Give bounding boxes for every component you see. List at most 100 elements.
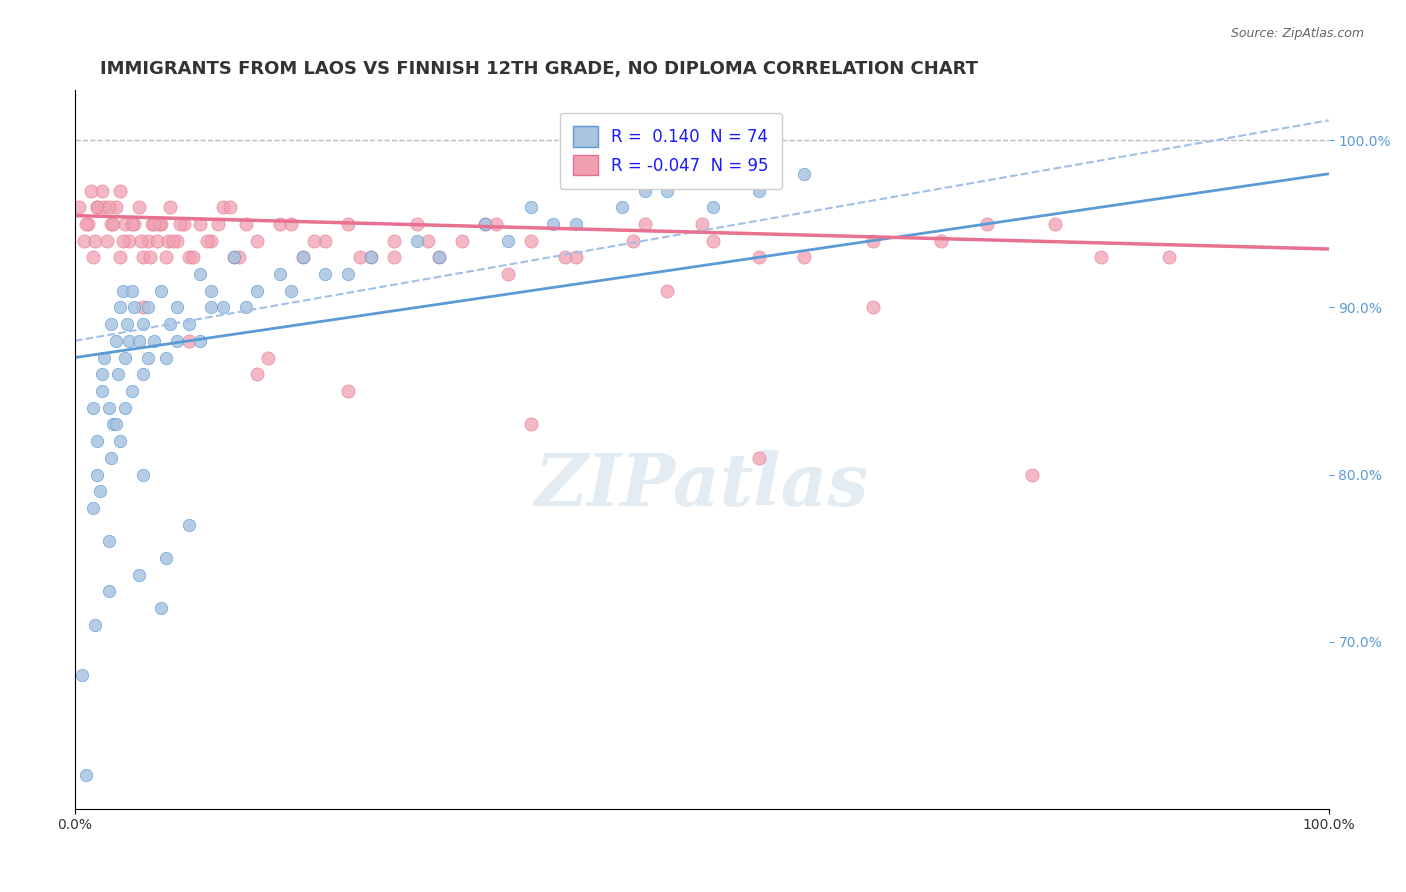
Point: [155, 250, 177, 264]
Point: [246, 368, 269, 382]
Point: [621, 234, 644, 248]
Point: [382, 234, 405, 248]
Point: [337, 217, 360, 231]
Point: [75, 768, 97, 782]
Point: [177, 250, 200, 264]
Point: [110, 434, 132, 449]
Point: [793, 250, 815, 264]
Point: [143, 334, 166, 348]
Point: [269, 267, 291, 281]
Point: [136, 234, 159, 248]
Point: [97, 200, 120, 214]
Point: [136, 301, 159, 315]
Point: [485, 217, 508, 231]
Text: ZIPatlas: ZIPatlas: [534, 450, 869, 521]
Point: [86, 200, 108, 214]
Point: [188, 217, 211, 231]
Point: [280, 217, 302, 231]
Point: [93, 351, 115, 365]
Point: [246, 284, 269, 298]
Point: [543, 217, 565, 231]
Point: [228, 250, 250, 264]
Point: [519, 234, 541, 248]
Point: [246, 234, 269, 248]
Point: [128, 200, 150, 214]
Point: [565, 250, 588, 264]
Point: [188, 334, 211, 348]
Point: [103, 417, 125, 432]
Point: [104, 334, 127, 348]
Point: [1043, 217, 1066, 231]
Point: [212, 301, 235, 315]
Point: [77, 217, 100, 231]
Point: [200, 234, 222, 248]
Point: [224, 250, 246, 264]
Point: [976, 217, 998, 231]
Point: [634, 217, 657, 231]
Point: [291, 250, 314, 264]
Point: [104, 200, 127, 214]
Point: [496, 234, 519, 248]
Point: [565, 217, 588, 231]
Point: [103, 217, 125, 231]
Point: [496, 267, 519, 281]
Point: [111, 234, 134, 248]
Point: [128, 334, 150, 348]
Point: [141, 217, 163, 231]
Point: [169, 217, 191, 231]
Point: [114, 217, 136, 231]
Point: [73, 234, 96, 248]
Point: [195, 234, 218, 248]
Point: [110, 184, 132, 198]
Point: [114, 401, 136, 415]
Point: [115, 317, 138, 331]
Point: [474, 217, 496, 231]
Point: [79, 184, 101, 198]
Point: [107, 368, 129, 382]
Point: [155, 551, 177, 566]
Point: [70, 668, 93, 682]
Point: [405, 217, 427, 231]
Point: [91, 184, 114, 198]
Point: [100, 217, 122, 231]
Point: [862, 234, 884, 248]
Point: [429, 250, 451, 264]
Point: [100, 450, 122, 465]
Point: [337, 267, 360, 281]
Point: [148, 217, 170, 231]
Point: [96, 234, 118, 248]
Point: [91, 368, 114, 382]
Point: [360, 250, 382, 264]
Point: [862, 301, 884, 315]
Point: [97, 584, 120, 599]
Point: [159, 317, 181, 331]
Point: [257, 351, 280, 365]
Point: [162, 234, 184, 248]
Point: [82, 500, 104, 515]
Point: [128, 567, 150, 582]
Point: [93, 200, 115, 214]
Point: [200, 284, 222, 298]
Point: [451, 234, 474, 248]
Point: [75, 217, 97, 231]
Point: [349, 250, 371, 264]
Point: [212, 200, 235, 214]
Point: [181, 250, 204, 264]
Point: [121, 217, 143, 231]
Point: [139, 250, 162, 264]
Point: [82, 250, 104, 264]
Point: [291, 250, 314, 264]
Point: [114, 351, 136, 365]
Point: [269, 217, 291, 231]
Point: [89, 484, 111, 499]
Point: [200, 301, 222, 315]
Point: [382, 250, 405, 264]
Point: [218, 200, 240, 214]
Point: [166, 334, 188, 348]
Point: [91, 384, 114, 398]
Point: [132, 467, 155, 482]
Point: [519, 200, 541, 214]
Point: [86, 434, 108, 449]
Point: [173, 217, 195, 231]
Point: [235, 301, 257, 315]
